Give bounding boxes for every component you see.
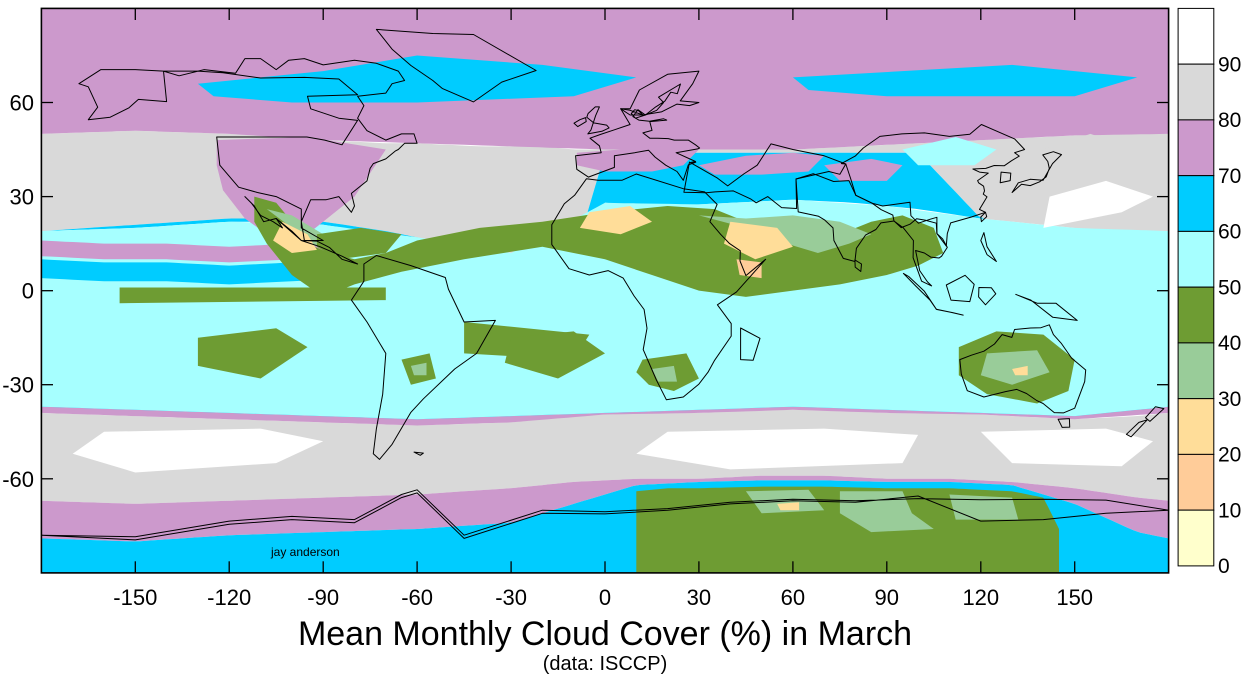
svg-text:-120: -120 [207, 585, 251, 610]
svg-text:120: 120 [962, 585, 999, 610]
svg-text:30: 30 [687, 585, 711, 610]
svg-text:30: 30 [1218, 388, 1241, 411]
svg-text:-150: -150 [113, 585, 157, 610]
svg-text:0: 0 [1218, 555, 1230, 578]
svg-text:30: 30 [10, 185, 34, 210]
svg-text:0: 0 [22, 279, 34, 304]
svg-text:150: 150 [1056, 585, 1093, 610]
svg-text:60: 60 [1218, 221, 1241, 244]
svg-text:(data: ISCCP): (data: ISCCP) [543, 653, 667, 675]
svg-text:20: 20 [1218, 444, 1241, 467]
svg-text:90: 90 [875, 585, 899, 610]
svg-text:-60: -60 [401, 585, 433, 610]
svg-text:0: 0 [599, 585, 611, 610]
svg-text:10: 10 [1218, 500, 1241, 523]
svg-text:50: 50 [1218, 277, 1241, 300]
svg-text:-90: -90 [307, 585, 339, 610]
svg-text:60: 60 [10, 91, 34, 116]
svg-text:40: 40 [1218, 332, 1241, 355]
svg-text:jay anderson: jay anderson [270, 545, 340, 559]
svg-text:-30: -30 [2, 373, 34, 398]
svg-text:Mean Monthly Cloud Cover (%) i: Mean Monthly Cloud Cover (%) in March [298, 615, 912, 653]
svg-text:60: 60 [781, 585, 805, 610]
svg-text:70: 70 [1218, 165, 1241, 188]
svg-text:-30: -30 [495, 585, 527, 610]
svg-text:80: 80 [1218, 109, 1241, 132]
svg-text:-60: -60 [2, 467, 34, 492]
svg-text:90: 90 [1218, 54, 1241, 77]
